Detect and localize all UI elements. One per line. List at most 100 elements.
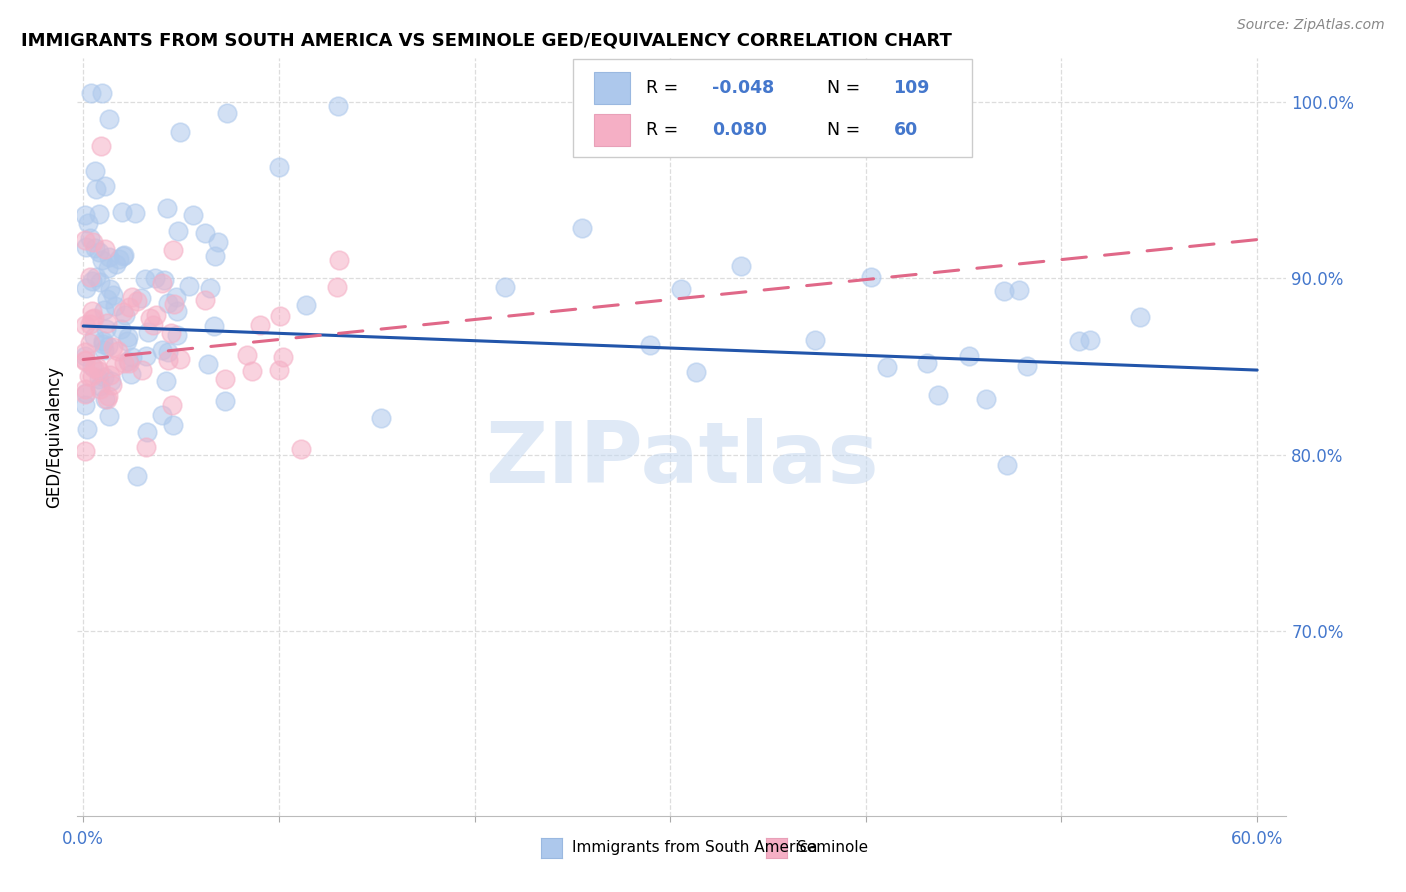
- Point: [162, 417, 184, 432]
- Point: [89, 275, 111, 289]
- Point: [215, 106, 238, 120]
- Point: [75, 387, 97, 401]
- Point: [326, 280, 349, 294]
- Point: [1069, 334, 1091, 348]
- Point: [156, 345, 179, 359]
- Point: [974, 392, 997, 406]
- Point: [638, 338, 661, 352]
- Point: [111, 205, 134, 219]
- Point: [75, 385, 97, 400]
- Point: [94, 178, 117, 193]
- Point: [730, 259, 752, 273]
- Point: [111, 305, 134, 319]
- Point: [370, 410, 392, 425]
- Point: [115, 334, 138, 348]
- Point: [104, 299, 127, 313]
- Point: [83, 311, 105, 326]
- Point: [80, 303, 103, 318]
- Point: [79, 231, 101, 245]
- Point: [94, 322, 117, 336]
- Point: [79, 270, 101, 285]
- Point: [101, 378, 124, 392]
- Point: [207, 235, 229, 249]
- Point: [162, 398, 184, 412]
- Point: [107, 343, 129, 358]
- Point: [138, 310, 160, 325]
- Point: [86, 360, 108, 375]
- Point: [75, 318, 97, 332]
- Point: [159, 326, 181, 340]
- Point: [135, 440, 157, 454]
- Text: Source: ZipAtlas.com: Source: ZipAtlas.com: [1237, 18, 1385, 32]
- Point: [80, 87, 103, 101]
- Point: [104, 257, 127, 271]
- Point: [204, 249, 226, 263]
- Point: [328, 253, 350, 268]
- Point: [136, 326, 159, 340]
- Point: [995, 458, 1018, 473]
- Point: [685, 365, 707, 379]
- Point: [145, 308, 167, 322]
- Point: [75, 281, 97, 295]
- Point: [167, 224, 190, 238]
- Point: [152, 276, 174, 290]
- Point: [75, 344, 97, 359]
- Point: [114, 308, 136, 322]
- Point: [89, 207, 111, 221]
- Point: [112, 248, 135, 262]
- Point: [75, 349, 97, 363]
- Text: ZIPatlas: ZIPatlas: [485, 418, 879, 501]
- Point: [267, 362, 290, 376]
- Point: [197, 357, 219, 371]
- Point: [75, 398, 97, 412]
- Text: Seminole: Seminole: [797, 840, 869, 855]
- Point: [927, 388, 949, 402]
- Point: [118, 301, 141, 315]
- Point: [118, 356, 141, 370]
- Point: [571, 220, 593, 235]
- Text: 60: 60: [894, 121, 918, 139]
- Point: [142, 318, 165, 332]
- Point: [91, 253, 114, 268]
- Point: [93, 343, 115, 358]
- Y-axis label: GED/Equivalency: GED/Equivalency: [45, 366, 63, 508]
- Point: [96, 316, 118, 330]
- Point: [100, 282, 122, 296]
- Point: [671, 282, 693, 296]
- Point: [87, 364, 110, 378]
- Point: [1080, 333, 1102, 347]
- Point: [91, 336, 114, 351]
- Text: -0.048: -0.048: [713, 79, 775, 97]
- Point: [993, 285, 1015, 299]
- Point: [326, 98, 349, 112]
- Point: [86, 182, 108, 196]
- Point: [82, 368, 104, 383]
- Point: [75, 352, 97, 367]
- Point: [117, 353, 139, 368]
- Point: [89, 245, 111, 260]
- Point: [89, 378, 111, 392]
- Point: [494, 280, 516, 294]
- Point: [957, 350, 980, 364]
- Point: [101, 288, 124, 302]
- Point: [155, 374, 177, 388]
- Point: [75, 443, 97, 458]
- Point: [83, 330, 105, 344]
- Text: Immigrants from South America: Immigrants from South America: [572, 840, 818, 855]
- Point: [169, 125, 191, 139]
- Point: [1008, 284, 1031, 298]
- Point: [82, 235, 104, 249]
- Point: [82, 311, 104, 326]
- Point: [1129, 310, 1152, 324]
- Point: [75, 382, 97, 396]
- Point: [150, 408, 173, 422]
- Point: [120, 368, 142, 382]
- Point: [93, 370, 115, 384]
- Point: [77, 216, 100, 230]
- Point: [112, 249, 135, 263]
- Point: [94, 243, 117, 257]
- Point: [75, 208, 97, 222]
- FancyBboxPatch shape: [593, 114, 630, 145]
- Point: [194, 293, 217, 307]
- Point: [83, 361, 105, 376]
